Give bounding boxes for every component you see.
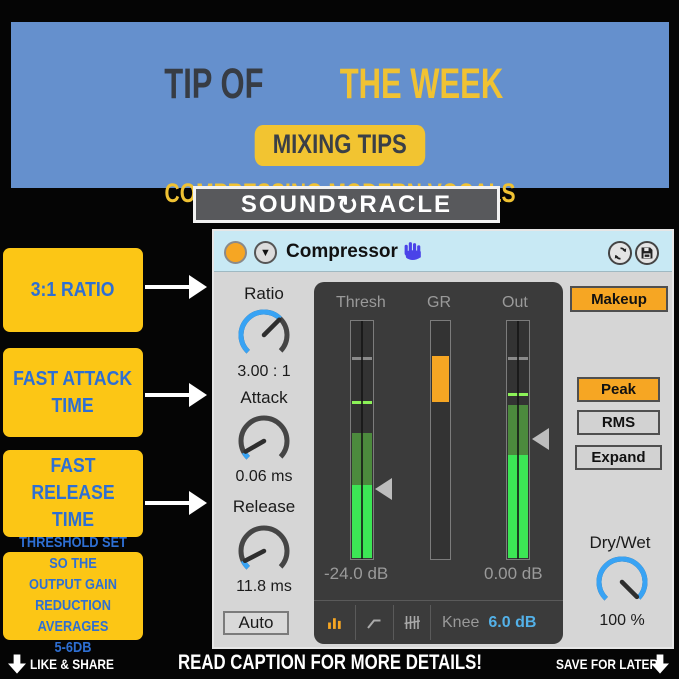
knee-label: Knee bbox=[442, 613, 480, 631]
callout-threshold: THRESHOLD SET SO THE OUTPUT GAIN REDUCTI… bbox=[3, 535, 143, 656]
attack-label: Attack bbox=[240, 388, 288, 407]
threshold-value[interactable]: -24.0 dB bbox=[324, 564, 389, 583]
device-activator-led[interactable] bbox=[224, 241, 247, 264]
down-arrow-icon bbox=[8, 654, 26, 679]
makeup-button[interactable]: Makeup bbox=[570, 286, 668, 312]
device-title: Compressor bbox=[286, 241, 398, 262]
out-meter-label: Out bbox=[502, 294, 528, 311]
release-label: Release bbox=[232, 497, 296, 516]
compressor-left-controls: Ratio 3.00 : 1 Attack 0.06 ms Release bbox=[214, 272, 314, 647]
callout-attack: FAST ATTACK TIME bbox=[3, 348, 143, 437]
hot-swap-icon bbox=[614, 246, 626, 260]
rms-mode-button[interactable]: RMS bbox=[577, 410, 660, 435]
ratio-value[interactable]: 3.00 : 1 bbox=[237, 363, 291, 380]
meter-toolbar: Knee 6.0 dB bbox=[314, 600, 563, 644]
callout-arrow-icon bbox=[145, 275, 207, 299]
footer-save-for-later: SAVE FOR LATER bbox=[556, 656, 659, 672]
title-part-dark: TIP OF bbox=[163, 60, 264, 108]
peak-mode-button[interactable]: Peak bbox=[577, 377, 660, 402]
curve-icon bbox=[367, 619, 381, 629]
title-part-yellow: THE WEEK bbox=[340, 60, 504, 108]
brand-text-left: SOUND bbox=[240, 190, 338, 218]
hand-cursor-icon bbox=[402, 240, 425, 268]
gain-reduction-meter bbox=[430, 320, 451, 560]
device-titlebar: ▼ Compressor bbox=[214, 231, 672, 272]
transfer-curve-button[interactable] bbox=[355, 601, 393, 644]
mixing-tips-badge: MIXING TIPS bbox=[254, 125, 426, 166]
ratio-label: Ratio bbox=[244, 284, 284, 303]
drywet-value[interactable]: 100 % bbox=[599, 612, 645, 629]
release-value[interactable]: 11.8 ms bbox=[236, 578, 292, 595]
brand-text-right: RACLE bbox=[359, 190, 453, 218]
down-arrow-icon bbox=[651, 654, 669, 679]
callout-release: FAST RELEASE TIME bbox=[3, 450, 143, 537]
save-preset-button[interactable] bbox=[635, 241, 659, 265]
expand-mode-button[interactable]: Expand bbox=[575, 445, 662, 470]
threshold-meter[interactable] bbox=[350, 320, 374, 560]
output-meter[interactable] bbox=[506, 320, 530, 560]
drywet-label: Dry/Wet bbox=[589, 533, 651, 552]
callout-arrow-icon bbox=[145, 383, 207, 407]
knee-value[interactable]: 6.0 dB bbox=[488, 613, 537, 631]
ratio-knob[interactable] bbox=[234, 305, 294, 370]
footer-read-caption: READ CAPTION FOR MORE DETAILS! bbox=[178, 651, 482, 674]
bars-icon bbox=[328, 618, 341, 629]
device-fold-button[interactable]: ▼ bbox=[254, 241, 277, 264]
output-value[interactable]: 0.00 dB bbox=[484, 564, 543, 583]
thresh-meter-label: Thresh bbox=[336, 294, 386, 311]
threshold-handle-icon[interactable] bbox=[375, 478, 392, 500]
footer-like-share: LIKE & SHARE bbox=[30, 656, 114, 672]
callout-arrow-icon bbox=[145, 491, 207, 515]
meter-panel: Thresh GR Out -24.0 dB bbox=[314, 282, 563, 644]
compressor-device: ▼ Compressor bbox=[212, 229, 674, 649]
activity-view-button[interactable] bbox=[314, 601, 355, 644]
recycle-o-icon: ↻ bbox=[336, 189, 361, 220]
callout-ratio: 3:1 RATIO bbox=[3, 248, 143, 332]
brand-bar: SOUND ↻ RACLE bbox=[193, 186, 500, 223]
drywet-knob[interactable] bbox=[592, 552, 652, 617]
auto-release-button[interactable]: Auto bbox=[223, 611, 289, 635]
hot-swap-button[interactable] bbox=[608, 241, 632, 265]
comb-filter-icon bbox=[403, 616, 420, 629]
badge-row: MIXING TIPS bbox=[11, 125, 669, 166]
attack-value[interactable]: 0.06 ms bbox=[235, 468, 293, 485]
gr-meter-label: GR bbox=[427, 294, 451, 311]
banner: TIP OF THE WEEK MIXING TIPS COMPRESSING … bbox=[11, 22, 669, 208]
sidechain-listen-button[interactable] bbox=[393, 601, 430, 644]
chevron-down-icon: ▼ bbox=[260, 246, 271, 259]
save-disk-icon bbox=[641, 247, 653, 259]
poster-title: TIP OF THE WEEK bbox=[11, 60, 669, 109]
output-gain-handle-icon[interactable] bbox=[532, 428, 549, 450]
attack-knob[interactable] bbox=[234, 411, 294, 476]
release-knob[interactable] bbox=[234, 521, 294, 586]
